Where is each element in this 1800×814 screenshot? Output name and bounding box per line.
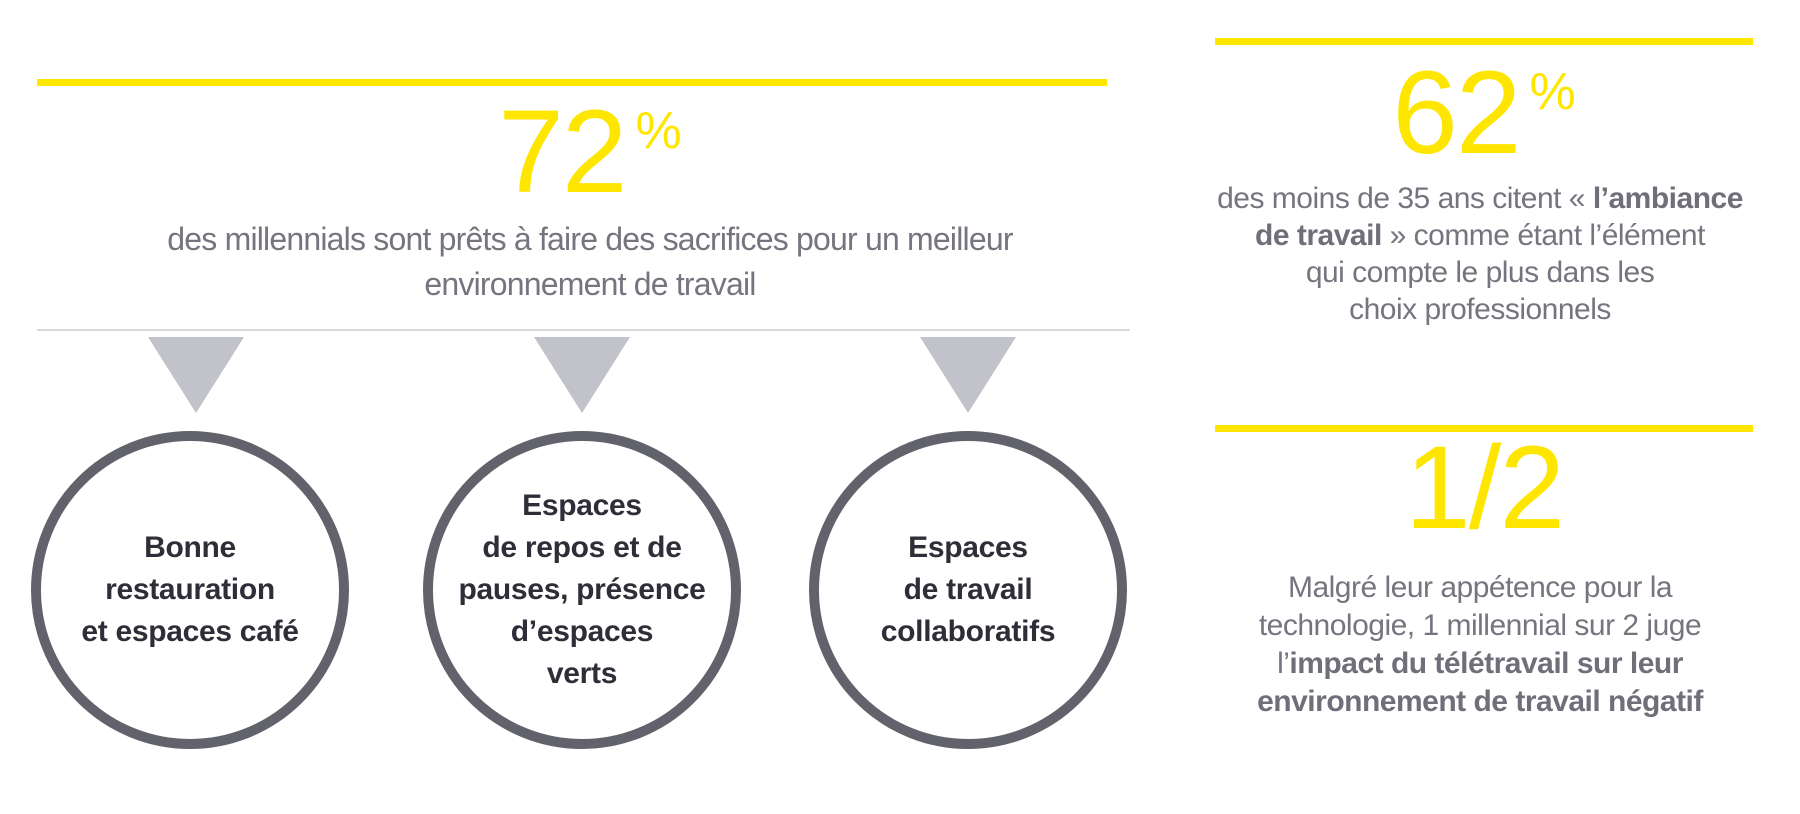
circle-espaces-collaboratifs: Espaces de travail collaboratifs: [809, 431, 1127, 749]
stat-half-value: 1/2: [1404, 422, 1565, 554]
left-accent-rule: [37, 79, 1107, 86]
arrow-down-icon: [534, 337, 630, 413]
stat-62-description: des moins de 35 ans citent « l’ambiance d…: [1217, 182, 1743, 326]
stat-62-rule: [1215, 38, 1753, 45]
section-divider-line: [37, 329, 1130, 331]
stat-half: 1/2: [1215, 429, 1753, 547]
arrow-down-icon: [148, 337, 244, 413]
circle-label: Espaces de travail collaboratifs: [880, 531, 1056, 648]
circle-bonne-restauration: Bonne restauration et espaces café: [31, 431, 349, 749]
circle-label: Bonne restauration et espaces café: [81, 531, 299, 648]
stat-72-value: 72: [498, 86, 627, 218]
stat-62-value: 62: [1392, 47, 1521, 179]
percent-sign: %: [1529, 62, 1576, 121]
stat-half-description: Malgré leur appétence pour la technologie…: [1257, 571, 1703, 718]
percent-sign: %: [635, 101, 682, 160]
circle-label: Espaces de repos et de pauses, présence d’e…: [458, 489, 706, 690]
stat-72: 72%: [55, 93, 1125, 211]
stat-half-rule: [1215, 425, 1753, 432]
stat-62: 62%: [1215, 54, 1753, 172]
stat-72-description: des millennials sont prêts à faire des s…: [167, 221, 1013, 302]
arrow-down-icon: [920, 337, 1016, 413]
circle-espaces-repos: Espaces de repos et de pauses, présence d’e…: [423, 431, 741, 749]
